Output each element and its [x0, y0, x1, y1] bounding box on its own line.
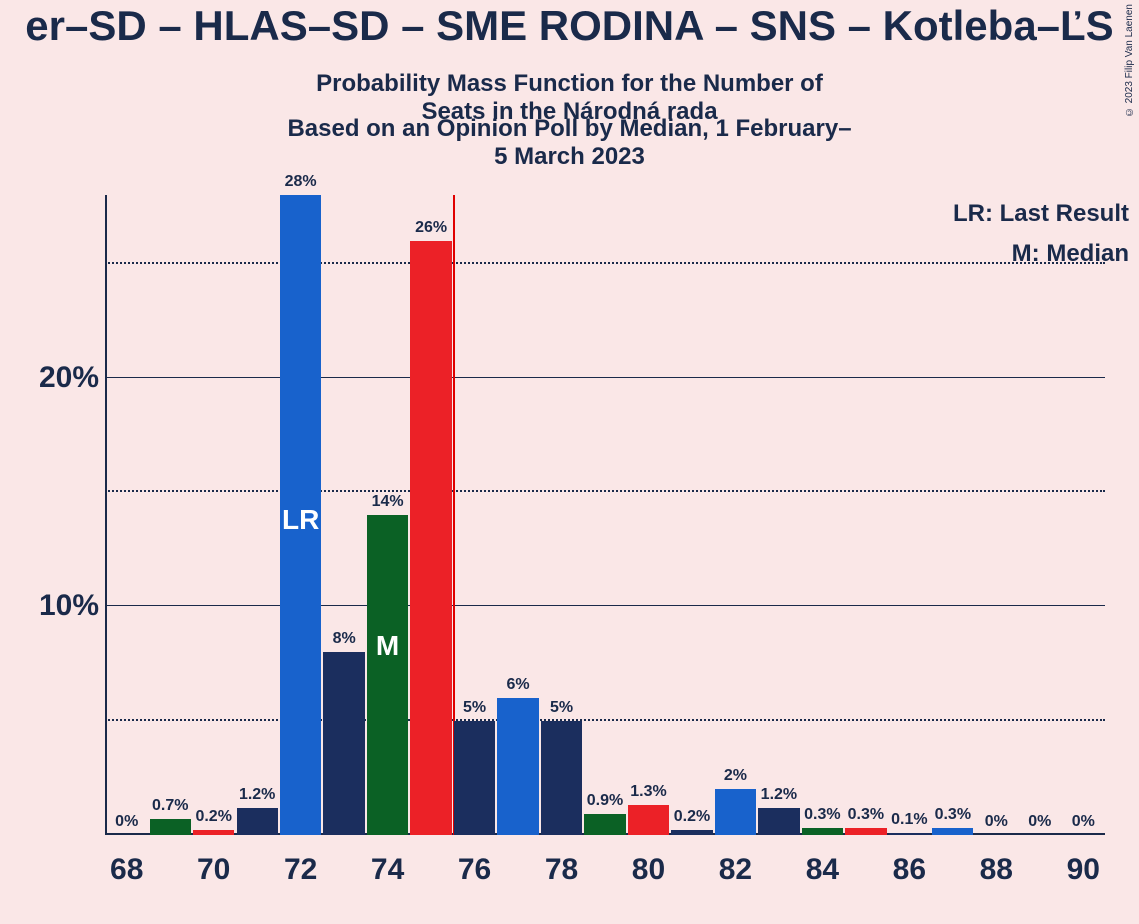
bar: [323, 652, 364, 835]
gridline-major: [105, 605, 1105, 606]
bar: [237, 808, 278, 835]
bar: [193, 830, 234, 835]
x-axis-label: 80: [632, 853, 665, 887]
bar-value-label: 0%: [1028, 813, 1051, 831]
bar-value-label: 0%: [115, 813, 138, 831]
bar-value-label: 0.9%: [587, 792, 623, 810]
x-axis-label: 84: [806, 853, 839, 887]
bar: [497, 698, 538, 835]
x-axis-label: 76: [458, 853, 491, 887]
bar-value-label: 0.2%: [674, 808, 710, 826]
bar-value-label: 28%: [285, 173, 317, 191]
bar-value-label: 0%: [1072, 813, 1095, 831]
bar-value-label: 5%: [550, 699, 573, 717]
bar-value-label: 0.7%: [152, 797, 188, 815]
bar: [932, 828, 973, 835]
bar: [715, 789, 756, 835]
x-axis-label: 70: [197, 853, 230, 887]
y-axis-label: 10%: [39, 589, 99, 623]
x-axis-label: 90: [1067, 853, 1100, 887]
chart-subtitle-2: Based on an Opinion Poll by Median, 1 Fe…: [285, 115, 855, 171]
bar: [671, 830, 712, 835]
marker-last-result: LR: [282, 504, 319, 536]
bar-value-label: 5%: [463, 699, 486, 717]
bar: [802, 828, 843, 835]
bar-value-label: 1.2%: [761, 786, 797, 804]
bar: [628, 805, 669, 835]
bar: [584, 814, 625, 835]
gridline-minor: [105, 490, 1105, 492]
bar: [454, 721, 495, 835]
chart-title: er–SD – HLAS–SD – SME RODINA – SNS – Kot…: [25, 2, 1113, 50]
y-axis-label: 20%: [39, 361, 99, 395]
bar-value-label: 1.3%: [630, 783, 666, 801]
bar-value-label: 0%: [985, 813, 1008, 831]
bar-value-label: 0.1%: [891, 811, 927, 829]
marker-median: M: [376, 630, 399, 662]
bar-value-label: 0.3%: [804, 806, 840, 824]
x-axis-label: 72: [284, 853, 317, 887]
bar: [410, 241, 451, 835]
x-axis-label: 78: [545, 853, 578, 887]
x-axis-label: 86: [893, 853, 926, 887]
bar-value-label: 0.2%: [195, 808, 231, 826]
x-axis-label: 68: [110, 853, 143, 887]
bar-value-label: 14%: [372, 493, 404, 511]
bar-value-label: 8%: [333, 630, 356, 648]
x-axis-label: 82: [719, 853, 752, 887]
bar-value-label: 2%: [724, 767, 747, 785]
bar: [845, 828, 886, 835]
gridline-minor: [105, 262, 1105, 264]
x-axis-label: 88: [980, 853, 1013, 887]
gridline-major: [105, 377, 1105, 378]
bar: [150, 819, 191, 835]
y-axis-line: [105, 195, 107, 835]
bar-value-label: 1.2%: [239, 786, 275, 804]
bar-value-label: 0.3%: [935, 806, 971, 824]
bar: [758, 808, 799, 835]
gridline-minor: [105, 719, 1105, 721]
bar: [367, 515, 408, 835]
bar: [889, 833, 930, 835]
bar: [541, 721, 582, 835]
x-axis-label: 74: [371, 853, 404, 887]
plot-area: 0%0.7%0.2%1.2%28%LR8%14%M26%5%6%5%0.9%1.…: [105, 195, 1105, 835]
bar-value-label: 6%: [506, 676, 529, 694]
bar-value-label: 0.3%: [848, 806, 884, 824]
copyright-text: © 2023 Filip Van Laenen: [1124, 4, 1135, 117]
bar-value-label: 26%: [415, 219, 447, 237]
